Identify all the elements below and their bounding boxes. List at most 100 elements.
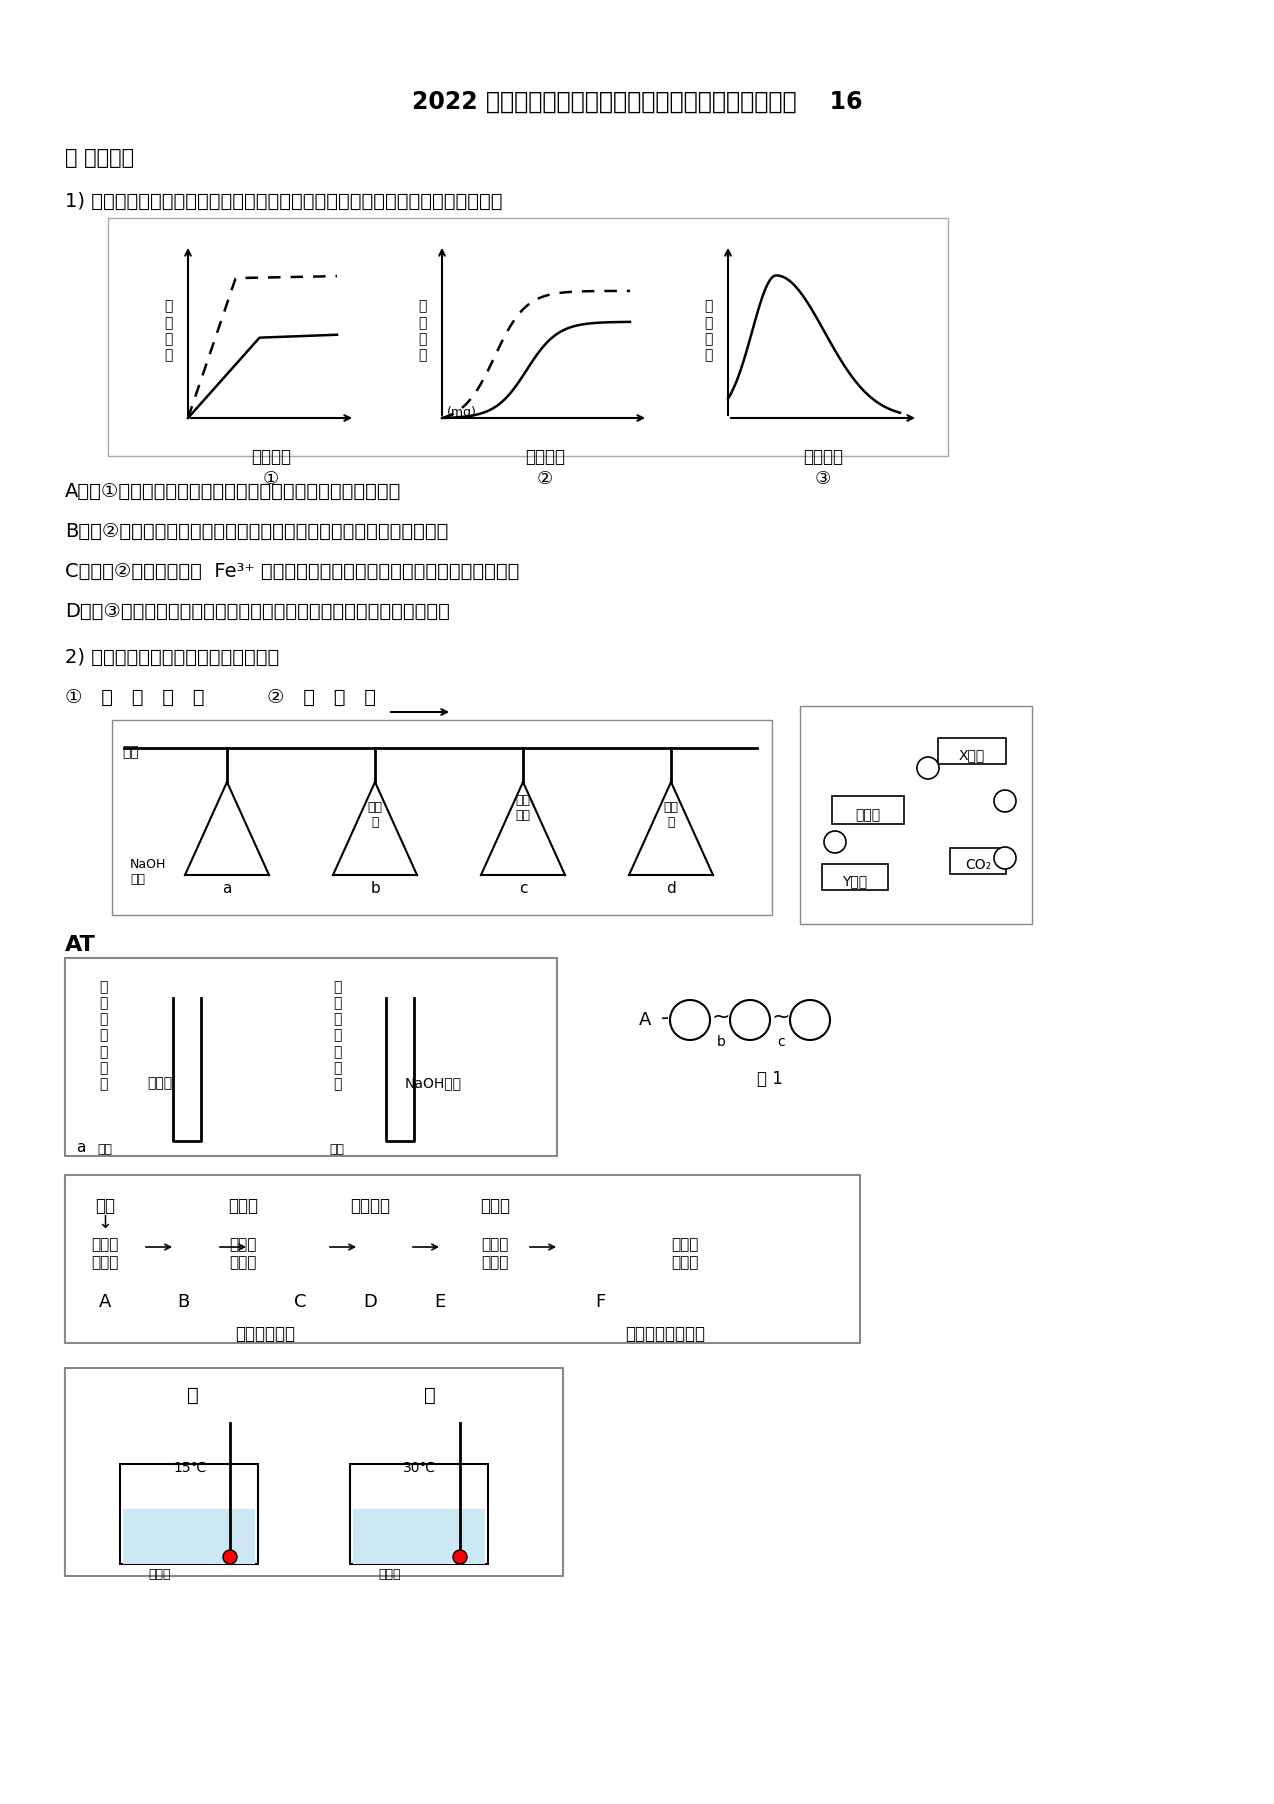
Text: CO₂: CO₂: [964, 859, 991, 871]
Text: 水藻草: 水藻草: [149, 1568, 171, 1580]
Text: 低倍镜: 低倍镜: [92, 1238, 118, 1252]
Circle shape: [790, 999, 829, 1039]
Bar: [65, 1367, 563, 1577]
Text: ↓: ↓: [97, 1214, 112, 1232]
Text: 底物浓度: 底物浓度: [251, 447, 290, 465]
Circle shape: [454, 1550, 468, 1564]
Text: ~: ~: [772, 1007, 790, 1026]
Text: 一 、选择题: 一 、选择题: [65, 148, 134, 168]
Text: 下观察: 下观察: [229, 1256, 256, 1270]
Bar: [112, 720, 772, 915]
Text: b: b: [371, 880, 380, 897]
Circle shape: [994, 848, 1015, 870]
Text: -: -: [661, 1008, 669, 1028]
Text: 1) 下图表示在不同条件下，酶催化反应的速度或生成物变化，有关叙述不正确的是: 1) 下图表示在不同条件下，酶催化反应的速度或生成物变化，有关叙述不正确的是: [65, 191, 502, 211]
Circle shape: [824, 832, 846, 853]
Text: 下观察: 下观察: [92, 1256, 118, 1270]
Text: X物质: X物质: [959, 749, 985, 761]
Text: d: d: [666, 880, 676, 897]
Text: 吸水纸: 吸水纸: [480, 1198, 510, 1216]
Bar: [65, 958, 557, 1156]
Text: A: A: [638, 1010, 651, 1028]
Text: NaOH
溶液: NaOH 溶液: [130, 859, 167, 886]
Text: 水银: 水银: [98, 1144, 112, 1156]
Text: c: c: [777, 1035, 785, 1048]
Text: 质壁分离复原实验: 质壁分离复原实验: [626, 1324, 705, 1342]
Text: 15℃: 15℃: [173, 1461, 206, 1476]
Text: 低倍镜: 低倍镜: [482, 1238, 508, 1252]
Text: ④: ④: [1000, 853, 1010, 862]
Bar: [800, 705, 1032, 924]
Text: 乙: 乙: [424, 1385, 436, 1405]
Bar: [822, 864, 888, 889]
Text: 甲: 甲: [187, 1385, 199, 1405]
Text: ②: ②: [922, 763, 933, 772]
Text: (mg): (mg): [447, 406, 476, 419]
Text: 空气: 空气: [122, 745, 139, 759]
Text: ①   都   需   要   酶          ②   都   产   生: ① 都 需 要 酶 ② 都 产 生: [65, 687, 376, 707]
Circle shape: [670, 999, 710, 1039]
Text: 萌
发
的
小
麦
种
子: 萌 发 的 小 麦 种 子: [99, 980, 107, 1091]
Bar: [65, 1174, 860, 1342]
Text: 下观察: 下观察: [482, 1256, 508, 1270]
Text: C．若图②中的实线表示  Fe³⁺ 的催化效率，则虚线可表示过氧化氢酶的催化效率: C．若图②中的实线表示 Fe³⁺ 的催化效率，则虚线可表示过氧化氢酶的催化效率: [65, 563, 520, 581]
Text: 2022 年新课标高三生物二轮专题训练：细胞运输和代谢    16: 2022 年新课标高三生物二轮专题训练：细胞运输和代谢 16: [412, 90, 862, 114]
Text: 反
应
速
率: 反 应 速 率: [703, 299, 712, 363]
Circle shape: [917, 758, 939, 779]
Text: a: a: [76, 1140, 85, 1155]
Text: c: c: [519, 880, 527, 897]
Circle shape: [223, 1550, 237, 1564]
Text: 水银: 水银: [330, 1144, 344, 1156]
Text: 吸水纸: 吸水纸: [228, 1198, 259, 1216]
Text: 低倍镜: 低倍镜: [671, 1238, 698, 1252]
Text: 蒸馏水: 蒸馏水: [148, 1075, 172, 1090]
Text: P: P: [745, 1010, 755, 1028]
Text: B: B: [177, 1293, 189, 1312]
Bar: [353, 1508, 485, 1564]
Text: A．图①虚线表示酶量增加一倍时，底物浓度和反应速度的关系: A．图①虚线表示酶量增加一倍时，底物浓度和反应速度的关系: [65, 482, 401, 502]
Text: 反应时间: 反应时间: [803, 447, 843, 465]
Text: b: b: [716, 1035, 725, 1048]
Text: B．图②线表示增加酶浓度，其他条件不变时，生成物量变化的示意曲线: B．图②线表示增加酶浓度，其他条件不变时，生成物量变化的示意曲线: [65, 521, 448, 541]
Text: P: P: [805, 1010, 815, 1028]
Circle shape: [994, 790, 1015, 812]
Bar: [120, 1465, 259, 1564]
Text: 蔗糖溶液: 蔗糖溶液: [350, 1198, 390, 1216]
Text: 图 1: 图 1: [757, 1070, 784, 1088]
Text: A: A: [99, 1293, 111, 1312]
Text: ③: ③: [1000, 796, 1010, 806]
Text: 反应时间: 反应时间: [525, 447, 564, 465]
Text: C: C: [294, 1293, 306, 1312]
Text: 质壁分离实验: 质壁分离实验: [234, 1324, 296, 1342]
Text: 生
成
物
量: 生 成 物 量: [418, 299, 427, 363]
Text: E: E: [434, 1293, 446, 1312]
Text: 不透
明瓶: 不透 明瓶: [516, 794, 530, 823]
Text: 30℃: 30℃: [404, 1461, 437, 1476]
Text: AT: AT: [65, 934, 96, 954]
Text: 2) 有氧呼吸和无氧呼吸的共同之处在于: 2) 有氧呼吸和无氧呼吸的共同之处在于: [65, 648, 279, 667]
Bar: [124, 1508, 255, 1564]
Text: 制片: 制片: [96, 1198, 115, 1216]
Text: ①: ①: [262, 471, 279, 489]
Bar: [832, 796, 905, 824]
Text: P: P: [685, 1010, 696, 1028]
Text: 石灰
水: 石灰 水: [664, 801, 679, 830]
Text: ~: ~: [712, 1007, 730, 1026]
Text: D: D: [363, 1293, 377, 1312]
Bar: [350, 1465, 488, 1564]
Bar: [950, 848, 1006, 873]
Text: ②: ②: [536, 471, 553, 489]
Text: 葡萄糖: 葡萄糖: [855, 808, 880, 823]
Bar: [108, 218, 948, 456]
Text: a: a: [222, 880, 232, 897]
Text: 反
应
速
率: 反 应 速 率: [164, 299, 172, 363]
Text: 水藻草: 水藻草: [378, 1568, 401, 1580]
Text: 石灰
水: 石灰 水: [367, 801, 382, 830]
Text: ③: ③: [815, 471, 831, 489]
Text: F: F: [595, 1293, 605, 1312]
Circle shape: [730, 999, 769, 1039]
Text: NaOH溶液: NaOH溶液: [405, 1075, 461, 1090]
Text: D．图③不能表示在反应开始后的一段时间内反应速率与反应时间的关系: D．图③不能表示在反应开始后的一段时间内反应速率与反应时间的关系: [65, 603, 450, 621]
Bar: [938, 738, 1006, 765]
Text: 低倍镜: 低倍镜: [229, 1238, 256, 1252]
